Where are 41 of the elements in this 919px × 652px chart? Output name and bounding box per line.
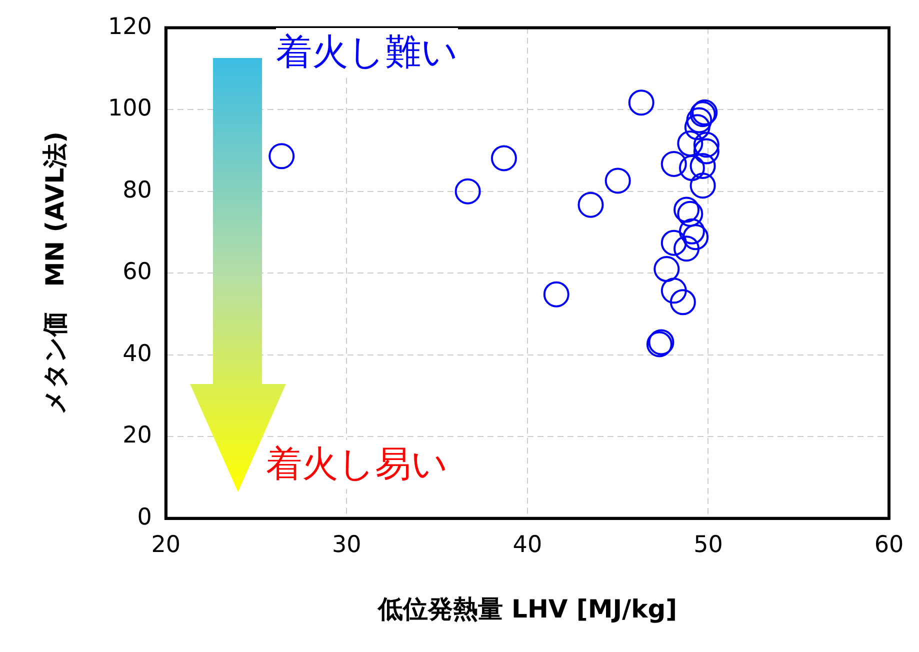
point (670, 289, 696, 316)
y-tick-label: 60 (122, 259, 152, 286)
point (684, 114, 710, 140)
annotation: 着火し難い (276, 28, 458, 77)
point (654, 256, 680, 282)
y-tick-label: 120 (108, 14, 152, 40)
annotation: 着火し易い (266, 440, 448, 489)
point (693, 132, 720, 158)
point (690, 172, 716, 199)
point (678, 155, 705, 182)
y-tick-label: 80 (122, 177, 152, 204)
point (674, 236, 700, 262)
point (693, 138, 720, 164)
point (690, 152, 716, 179)
y-tick-label: 0 (137, 504, 152, 530)
point (678, 218, 705, 244)
y-tick-label: 20 (122, 422, 152, 449)
point (682, 224, 709, 250)
point (454, 178, 481, 204)
x-tick-label: 60 (874, 532, 904, 558)
y-tick-label: 100 (108, 96, 152, 122)
point (677, 200, 704, 227)
point (543, 281, 570, 308)
y-axis-title: メタン価 MN (AVL法) (40, 131, 70, 415)
point (268, 143, 295, 170)
point (660, 150, 687, 177)
x-axis-title: 低位発熱量 LHV [MJ/kg] (376, 594, 678, 624)
x-tick-label: 20 (151, 532, 181, 558)
point (686, 107, 712, 134)
point (604, 168, 631, 194)
point (660, 278, 687, 304)
point (674, 196, 700, 223)
point (660, 230, 687, 256)
x-tick-label: 30 (332, 532, 362, 558)
point (490, 145, 517, 172)
point (677, 130, 704, 156)
x-tick-label: 40 (512, 532, 542, 558)
point (578, 192, 604, 218)
point (628, 90, 654, 116)
x-tick-label: 50 (694, 532, 723, 558)
y-tick-label: 40 (122, 340, 152, 367)
